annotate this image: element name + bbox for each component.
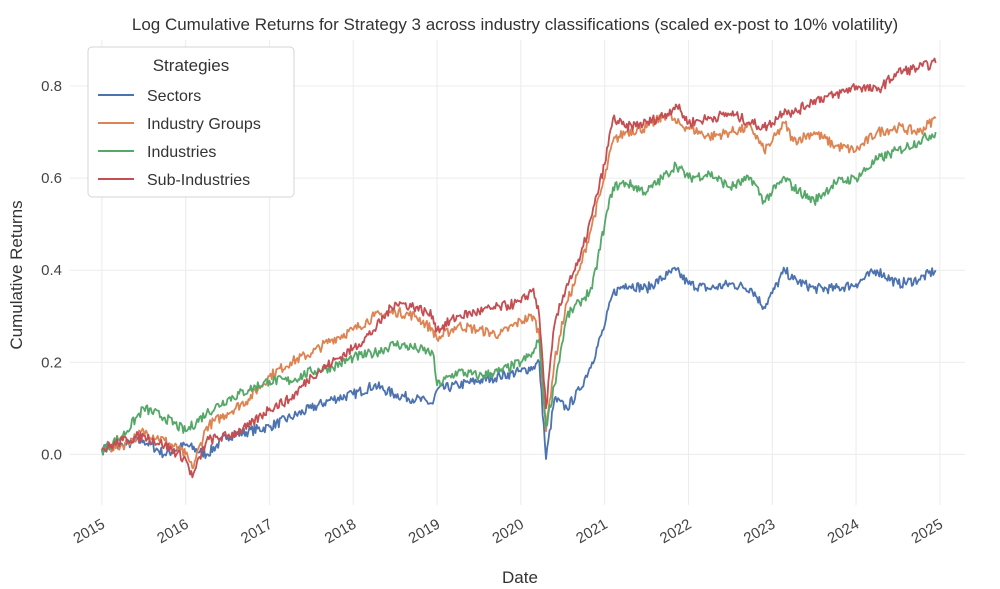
legend-title: Strategies [153,56,230,75]
series-lines [100,57,937,479]
y-tick-label: 0.4 [41,262,62,279]
y-tick-label: 0.0 [41,446,62,463]
y-tick-label: 0.6 [41,170,62,187]
legend-entry: Sectors [147,88,201,105]
legend-box [87,46,295,198]
x-tick-label: 2023 [741,516,778,547]
x-tick-label: 2015 [70,516,107,547]
y-tick-label: 0.2 [41,354,62,371]
x-tick-label: 2024 [825,516,862,547]
grid [70,40,965,505]
series-line-industries [100,131,937,455]
series-line-sub-industries [101,57,937,479]
x-tick-label: 2016 [154,516,191,547]
x-tick-label: 2019 [406,516,443,547]
legend-items: Sectors Industry Groups Industries Sub-Indu… [98,88,261,189]
x-tick-label: 2017 [238,516,275,547]
chart-title: Log Cumulative Returns for Strategy 3 ac… [132,15,898,34]
y-tick-label: 0.8 [41,78,62,95]
legend: Strategies Sectors Industry Groups Industr… [87,46,295,198]
legend-entry: Sub-Industries [147,172,250,189]
x-tick-label: 2025 [908,516,945,547]
x-axis-label: Date [502,568,538,587]
y-axis-label: Cumulative Returns [7,200,26,349]
legend-entry: Industries [147,144,216,161]
x-tick-label: 2020 [489,516,526,547]
series-line-industry-groups [101,111,937,470]
legend-entry: Industry Groups [147,116,261,133]
x-tick-label: 2021 [573,516,610,547]
x-tick-label: 2018 [322,516,359,547]
x-tick-label: 2022 [657,516,694,547]
